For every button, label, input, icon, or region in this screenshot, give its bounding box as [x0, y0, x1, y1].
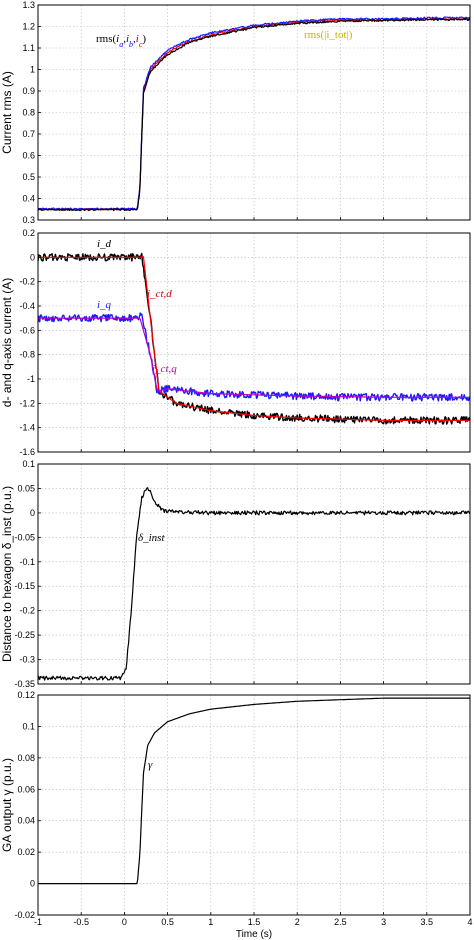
- x-tick-label: -0.5: [73, 917, 89, 927]
- y-tick-label: -0.2: [19, 606, 35, 616]
- x-tick-label: 4: [467, 917, 472, 927]
- annotation-part: ,: [133, 33, 136, 45]
- y-tick-label: -1.4: [19, 423, 35, 433]
- annotation-part: δ_inst: [138, 532, 165, 544]
- annotation-1-0: i_d: [97, 238, 112, 250]
- y-tick-label: 0: [30, 879, 35, 889]
- series-line-0: [37, 252, 471, 425]
- y-tick-label: -0.2: [19, 277, 35, 287]
- y-tick-label: 0: [30, 252, 35, 262]
- panel-ga-output: -1 -0.5 0 0.5 1 1.5 2 2.5 3 3.5 4 -0.02 0 0.02 0.04 0.0…: [0, 690, 473, 940]
- panel-current-rms: 0.3 0.4 0.5 0.6 0.7 0.8 0.9 1 1.1 1.2 1.3 Current …: [0, 0, 471, 225]
- x-tick-label: 1.5: [248, 917, 261, 927]
- y-tick-label: 0.06: [17, 784, 35, 794]
- x-tick-label: 2.5: [334, 917, 347, 927]
- annotation-part: i_d: [97, 238, 112, 250]
- annotation-part: i_ct,q: [152, 363, 177, 375]
- y-tick-label: 0.2: [22, 228, 35, 238]
- series-line-2: [38, 255, 470, 421]
- y-tick-label: -0.05: [14, 532, 35, 542]
- annotation-3-0: γ: [148, 759, 153, 771]
- y-tick-label: 0.1: [22, 459, 35, 469]
- annotation-part: rms(: [96, 33, 117, 45]
- y-tick-label: 0.1: [22, 721, 35, 731]
- annotation-1-3: i_ct,q: [152, 363, 177, 375]
- annotation-part: c: [139, 40, 143, 49]
- annotation-2-0: δ_inst: [138, 532, 165, 544]
- y-tick-label: 0.3: [22, 215, 35, 225]
- y-tick-label: 0.04: [17, 816, 35, 826]
- y-axis-label-distance: Distance to hexagon δ_inst (p.u.): [0, 486, 14, 662]
- x-tick-label: 0.5: [161, 917, 174, 927]
- annotation-0-0: rms(ia,ib,ic): [96, 33, 146, 49]
- y-tick-label: 0.05: [17, 483, 35, 493]
- annotation-part: ,: [123, 33, 126, 45]
- annotation-part: a: [119, 40, 123, 49]
- y-tick-label: -0.15: [14, 581, 35, 591]
- y-axis-label-ga: GA output γ (p.u.): [0, 758, 14, 852]
- y-tick-label: -0.02: [14, 910, 35, 920]
- series-line-0: [37, 487, 471, 681]
- y-tick-label: 0: [30, 508, 35, 518]
- y-tick-label: -1.6: [19, 447, 35, 457]
- y-axis-label-dq: d- and q-axis current (A): [0, 278, 14, 407]
- annotation-part: ): [142, 33, 146, 45]
- x-tick-label: 3.5: [421, 917, 434, 927]
- x-tick-label: 0: [122, 917, 127, 927]
- annotation-part: γ: [148, 759, 153, 771]
- y-tick-label: -1: [27, 374, 35, 384]
- y-tick-label: -0.1: [19, 557, 35, 567]
- y-tick-label: 0.4: [22, 194, 35, 204]
- y-tick-label: -1.2: [19, 398, 35, 408]
- annotation-part: i_q: [97, 299, 112, 311]
- y-tick-label: -0.25: [14, 630, 35, 640]
- annotation-part: i: [116, 33, 119, 45]
- annotation-part: i_ct,d: [147, 288, 172, 300]
- y-axis-label-rms: Current rms (A): [0, 71, 14, 154]
- y-tick-label: 0.02: [17, 847, 35, 857]
- y-tick-label: 0.5: [22, 172, 35, 182]
- y-tick-label: 0.08: [17, 753, 35, 763]
- series-line-1: [37, 312, 471, 402]
- y-tick-label: -0.8: [19, 350, 35, 360]
- y-tick-label: 0.9: [22, 86, 35, 96]
- x-tick-label: 2: [295, 917, 300, 927]
- annotation-0-1: rms(|i_tot|): [304, 29, 353, 41]
- y-tick-label: -0.35: [14, 679, 35, 689]
- annotation-part: i: [126, 33, 129, 45]
- y-tick-label: 0.6: [22, 151, 35, 161]
- y-tick-label: 1.3: [22, 0, 35, 10]
- y-tick-label: -0.6: [19, 325, 35, 335]
- y-tick-label: 0.8: [22, 108, 35, 118]
- panel-dq-current: -1.6 -1.4 -1.2 -1 -0.8 -0.6 -0.4 -0.2 0 0.2 d- an…: [0, 228, 471, 457]
- y-tick-label: 0.12: [17, 690, 35, 700]
- annotation-part: b: [129, 40, 133, 49]
- y-tick-label: 1.1: [22, 43, 35, 53]
- series-line-0: [38, 697, 470, 885]
- y-tick-label: -0.3: [19, 655, 35, 665]
- x-tick-label: -1: [34, 917, 42, 927]
- series-line-1: [37, 16, 471, 211]
- x-axis-label-time: Time (s): [236, 929, 272, 940]
- y-tick-label: -0.4: [19, 301, 35, 311]
- series-line-2: [37, 18, 471, 212]
- annotation-part: i: [136, 33, 139, 45]
- x-tick-label: 3: [381, 917, 386, 927]
- y-tick-label: 1: [30, 65, 35, 75]
- y-tick-label: 1.2: [22, 22, 35, 32]
- annotation-1-1: i_q: [97, 299, 112, 311]
- annotation-part: rms(|i_tot|): [304, 29, 353, 41]
- series-line-3: [38, 317, 470, 398]
- x-tick-label: 1: [208, 917, 213, 927]
- annotation-1-2: i_ct,d: [147, 288, 172, 300]
- y-tick-label: 0.7: [22, 129, 35, 139]
- panel-distance-hexagon: -0.35 -0.3 -0.25 -0.2 -0.15 -0.1 -0.05 0 0.05 0.1…: [0, 459, 471, 689]
